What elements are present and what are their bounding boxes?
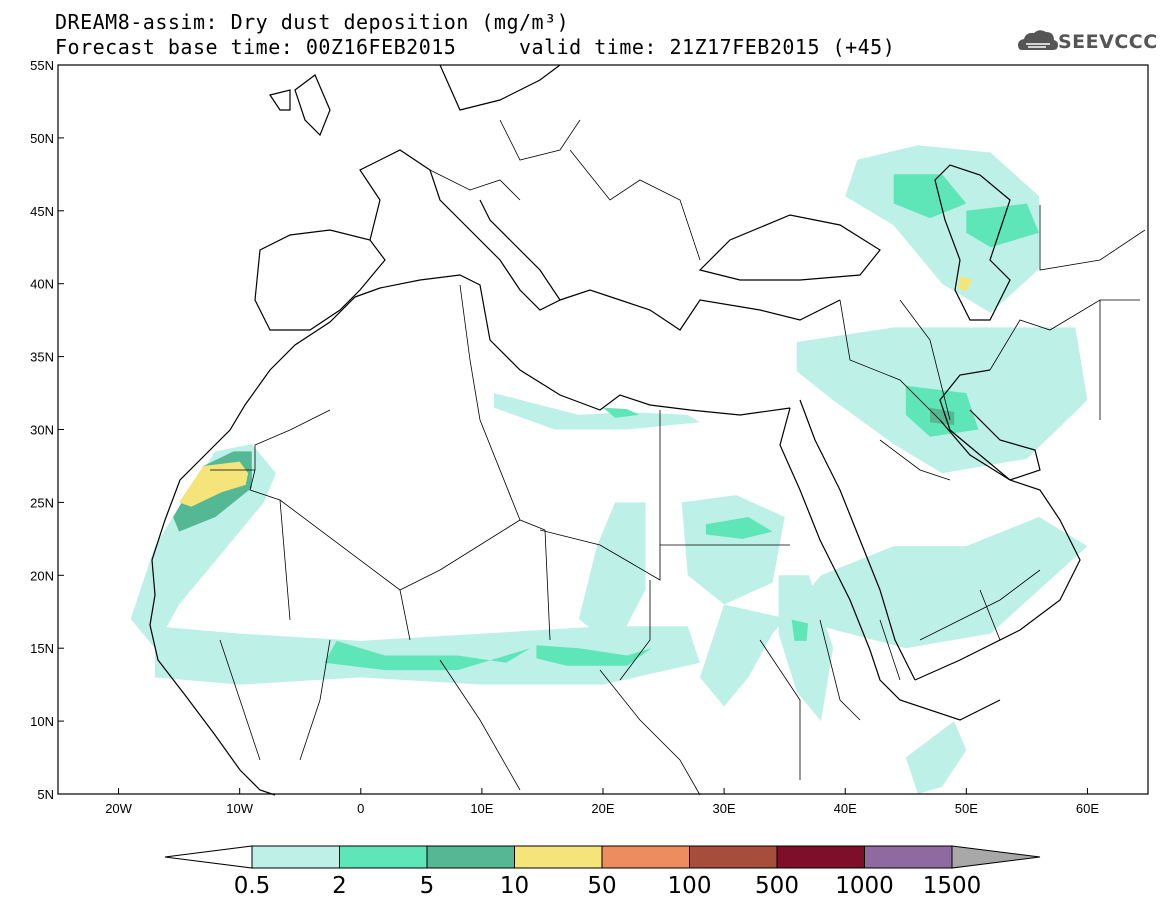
deposition-zone-7 <box>705 517 773 539</box>
y-tick-label: 5N <box>37 787 54 802</box>
x-tick-label: 60E <box>1076 801 1099 816</box>
x-tick-label: 50E <box>955 801 978 816</box>
x-tick-label: 20W <box>105 801 132 816</box>
y-tick-label: 25N <box>30 495 54 510</box>
y-tick-label: 45N <box>30 204 54 219</box>
deposition-zone-21 <box>905 721 967 794</box>
deposition-zone-18 <box>966 203 1039 248</box>
deposition-zone-2 <box>179 461 249 507</box>
colorbar-label: 2 <box>332 873 347 899</box>
y-tick-label: 10N <box>30 714 54 729</box>
x-axis-ticks: 20W 10W 0 10E 20E 30E 40E 50E 60E <box>105 788 1099 816</box>
colorbar <box>164 845 1041 869</box>
deposition-zone-3 <box>154 626 700 685</box>
colorbar-bin <box>514 845 603 869</box>
deposition-zone-4 <box>324 640 531 671</box>
y-tick-label: 15N <box>30 641 54 656</box>
deposition-zone-20 <box>699 517 1088 707</box>
x-tick-label: 10W <box>226 801 253 816</box>
country-borders <box>210 119 1146 796</box>
deposition-zone-8 <box>578 502 646 649</box>
colorbar-bin <box>251 845 340 869</box>
x-tick-label: 30E <box>713 801 736 816</box>
colorbar-label: 100 <box>668 873 712 899</box>
x-tick-label: 20E <box>591 801 614 816</box>
colorbar-bin <box>776 845 865 869</box>
deposition-zone-5 <box>536 645 652 666</box>
colorbar-bin <box>601 845 690 869</box>
deposition-zone-16 <box>845 145 1039 313</box>
y-tick-label: 55N <box>30 58 54 73</box>
deposition-zone-12 <box>603 407 640 418</box>
colorbar-bin <box>689 845 778 869</box>
colorbar-over-triangle <box>951 845 1041 869</box>
x-tick-label: 0 <box>357 801 364 816</box>
title-line-2: Forecast base time: 00Z16FEB2015 valid t… <box>55 35 896 59</box>
y-axis-ticks: 55N 50N 45N 40N 35N 30N 25N 20N 15N 10N 5N <box>30 58 64 802</box>
deposition-zone-11 <box>494 393 700 430</box>
colorbar-bin <box>339 845 428 869</box>
y-tick-label: 35N <box>30 350 54 365</box>
coastlines <box>149 64 1081 796</box>
deposition-zone-19 <box>957 276 973 291</box>
x-tick-label: 10E <box>470 801 493 816</box>
title-line-1: DREAM8-assim: Dry dust deposition (mg/m³… <box>55 10 570 34</box>
logo-text: SEEVCCC <box>1058 31 1158 53</box>
deposition-zone-17 <box>893 174 967 219</box>
colorbar-label: 10 <box>500 873 529 899</box>
y-tick-label: 40N <box>30 277 54 292</box>
x-tick-label: 40E <box>834 801 857 816</box>
colorbar-bin <box>864 845 953 869</box>
y-tick-label: 50N <box>30 131 54 146</box>
colorbar-label: 5 <box>420 873 435 899</box>
colorbar-label: 500 <box>755 873 799 899</box>
colorbar-label: 1500 <box>923 873 982 899</box>
y-tick-label: 30N <box>30 423 54 438</box>
deposition-zones <box>130 145 1088 794</box>
colorbar-label: 50 <box>587 873 616 899</box>
cloud-logo <box>1018 30 1058 50</box>
colorbar-label: 0.5 <box>234 873 271 899</box>
colorbar-labels: 0.5 2 5 10 50 100 500 1000 1500 <box>234 873 982 899</box>
y-tick-label: 20N <box>30 568 54 583</box>
colorbar-under-triangle <box>164 845 253 869</box>
colorbar-label: 1000 <box>835 873 894 899</box>
deposition-zone-6 <box>681 495 785 605</box>
colorbar-bin <box>426 845 515 869</box>
